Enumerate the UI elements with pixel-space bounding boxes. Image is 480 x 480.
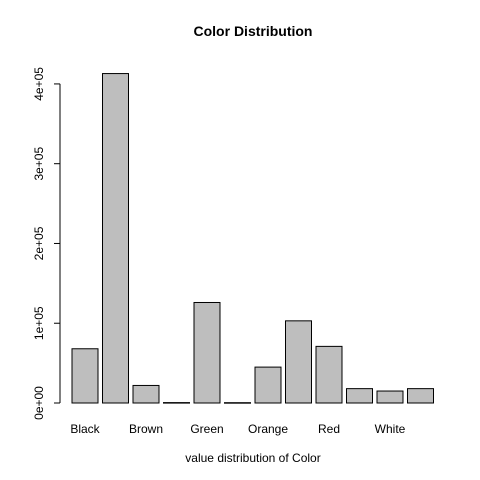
bar-1 — [102, 73, 129, 404]
bar-10 — [376, 390, 404, 404]
bar-0 — [71, 348, 99, 404]
x-tick-label-green: Green — [190, 422, 223, 436]
y-tick-label-3: 3e+05 — [32, 147, 46, 181]
bar-2 — [132, 384, 160, 404]
bar-11 — [407, 388, 434, 404]
x-tick-label-black: Black — [70, 422, 100, 436]
x-axis-title: value distribution of Color — [185, 451, 320, 465]
y-tick-label-0: 0e+00 — [32, 386, 46, 420]
bar-3 — [163, 402, 190, 404]
bars-group — [71, 73, 434, 404]
x-tick-label-white: White — [375, 422, 406, 436]
y-tick-label-4: 4e+05 — [32, 67, 46, 101]
x-tick-label-orange: Orange — [248, 422, 288, 436]
y-tick-label-2: 2e+05 — [32, 226, 46, 260]
x-tick-label-brown: Brown — [129, 422, 163, 436]
bar-4 — [193, 301, 221, 404]
y-axis: 0e+00 1e+05 2e+05 3e+05 4e+05 — [32, 67, 61, 420]
chart-title: Color Distribution — [194, 23, 313, 39]
bar-5 — [224, 402, 251, 404]
bar-8 — [315, 345, 343, 404]
bar-7 — [285, 320, 312, 404]
bar-9 — [346, 388, 373, 404]
bar-6 — [254, 366, 282, 404]
x-axis-labels: Black Brown Green Orange Red White — [70, 422, 405, 436]
y-tick-label-1: 1e+05 — [32, 306, 46, 340]
x-tick-label-red: Red — [318, 422, 340, 436]
